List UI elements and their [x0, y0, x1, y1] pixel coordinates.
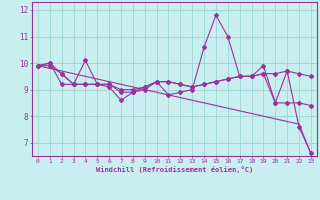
X-axis label: Windchill (Refroidissement éolien,°C): Windchill (Refroidissement éolien,°C)	[96, 166, 253, 173]
